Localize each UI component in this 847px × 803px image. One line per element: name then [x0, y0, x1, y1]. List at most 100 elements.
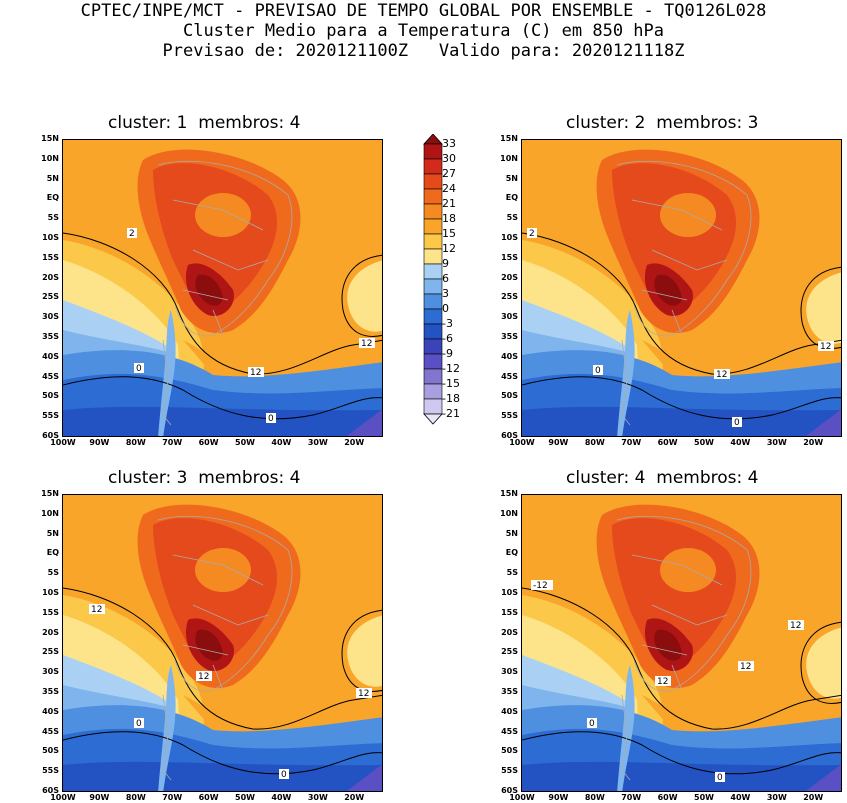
- lon-tick-label: 70W: [621, 793, 642, 802]
- contour-label: 0: [134, 718, 144, 729]
- subtitle: Cluster Medio para a Temperatura (C) em …: [182, 21, 665, 41]
- temperature-map: 2 12 12 0 0: [522, 140, 841, 436]
- colorbar-label: -15: [442, 377, 460, 390]
- colorbar-label: -21: [442, 407, 460, 420]
- svg-text:0: 0: [717, 773, 723, 783]
- lon-tick-label: 100W: [50, 438, 76, 447]
- lon-tick-label: 60W: [198, 438, 219, 447]
- lon-tick-label: 90W: [89, 438, 110, 447]
- colorbar-arrow-bottom: [423, 413, 443, 425]
- lat-tick-label: 15S: [42, 607, 59, 617]
- lon-tick-label: 20W: [803, 793, 824, 802]
- lat-tick-label: 5S: [506, 213, 518, 223]
- contour-label: -12: [531, 580, 553, 591]
- colorbar-segment: [423, 383, 443, 400]
- lat-tick-label: 50S: [501, 391, 518, 401]
- contour-label: 12: [818, 341, 834, 352]
- panel-title: cluster: 3 membros: 4: [108, 468, 301, 488]
- lat-tick-label: 5N: [505, 528, 518, 538]
- svg-text:0: 0: [589, 719, 595, 729]
- svg-text:0: 0: [268, 414, 274, 424]
- lat-tick-label: 5S: [47, 568, 59, 578]
- colorbar-segment: [423, 398, 443, 415]
- svg-text:-12: -12: [533, 581, 548, 591]
- colorbar-segment: [423, 338, 443, 355]
- contour-label: 0: [715, 772, 725, 783]
- lat-tick-label: 10S: [42, 233, 59, 242]
- contour-label: 12: [89, 604, 105, 615]
- colorbar-label: 30: [442, 152, 456, 165]
- temperature-map: -12 12 12 12 0 0: [522, 495, 841, 791]
- lat-tick-label: 55S: [42, 411, 59, 421]
- colorbar-segment: [423, 233, 443, 250]
- lat-tick-label: 30S: [501, 312, 518, 322]
- lon-tick-label: 60W: [657, 793, 678, 802]
- svg-text:12: 12: [820, 342, 831, 352]
- colorbar-label: 0: [442, 302, 449, 315]
- contour-label: 12: [655, 676, 671, 687]
- lon-tick-label: 40W: [271, 438, 292, 447]
- colorbar-label: 27: [442, 167, 456, 180]
- lat-tick-label: 15N: [41, 489, 59, 498]
- lat-tick-label: 10S: [501, 588, 518, 597]
- colorbar-segment: [423, 323, 443, 340]
- svg-text:12: 12: [91, 605, 102, 615]
- colorbar-label: 15: [442, 227, 456, 240]
- temperature-map: 12 12 12 0 0: [63, 495, 382, 791]
- lat-tick-label: 10N: [500, 508, 518, 518]
- lat-tick-label: 20S: [42, 272, 59, 282]
- colorbar-segment: [423, 353, 443, 370]
- lat-tick-label: 5N: [46, 528, 59, 538]
- colorbar-segment: [423, 188, 443, 205]
- colorbar-arrow-top: [423, 133, 443, 145]
- lon-tick-label: 20W: [344, 793, 365, 802]
- lon-tick-label: 70W: [621, 438, 642, 447]
- contour-label: 0: [266, 413, 276, 424]
- colorbar-label: -18: [442, 392, 460, 405]
- map-panel: -12 12 12 12 0 0: [521, 494, 842, 792]
- lat-tick-label: 10S: [501, 233, 518, 242]
- lat-tick-label: EQ: [46, 548, 59, 558]
- lat-tick-label: 5S: [47, 213, 59, 223]
- lon-tick-label: 80W: [125, 793, 146, 802]
- colorbar-segment: [423, 278, 443, 295]
- lon-tick-label: 50W: [235, 793, 255, 802]
- lat-tick-label: 10N: [41, 153, 59, 163]
- svg-text:2: 2: [129, 229, 135, 239]
- colorbar-label: 21: [442, 197, 456, 210]
- lat-tick-label: 60S: [42, 786, 59, 795]
- colorbar-label: -6: [442, 332, 453, 345]
- lon-tick-label: 50W: [694, 793, 714, 802]
- lat-tick-label: 5S: [506, 568, 518, 578]
- svg-text:12: 12: [250, 368, 261, 378]
- lon-tick-label: 60W: [657, 438, 678, 447]
- svg-text:0: 0: [136, 364, 142, 374]
- lon-tick-label: 30W: [307, 793, 328, 802]
- svg-text:12: 12: [657, 677, 668, 687]
- lat-tick-label: 15S: [501, 252, 518, 262]
- lat-tick-label: 45S: [501, 371, 518, 381]
- colorbar-label: 18: [442, 212, 456, 225]
- map-panel: 2 12 12 0 0: [62, 139, 383, 437]
- svg-text:0: 0: [734, 418, 740, 428]
- lon-tick-label: 30W: [766, 793, 787, 802]
- lat-tick-label: 30S: [501, 667, 518, 677]
- lon-tick-label: 80W: [125, 438, 146, 447]
- lat-tick-label: 35S: [42, 687, 59, 696]
- lat-tick-label: 25S: [42, 647, 59, 657]
- panel-title: cluster: 1 membros: 4: [108, 113, 301, 133]
- svg-text:0: 0: [136, 719, 142, 729]
- svg-text:12: 12: [358, 689, 369, 699]
- colorbar-label: 6: [442, 272, 449, 285]
- lat-tick-label: 20S: [501, 272, 518, 282]
- lat-tick-label: 60S: [501, 786, 518, 795]
- colorbar-segment: [423, 158, 443, 175]
- lat-tick-label: EQ: [505, 193, 518, 203]
- lon-tick-label: 40W: [271, 793, 292, 802]
- lon-tick-label: 60W: [198, 793, 219, 802]
- colorbar-label: -12: [442, 362, 460, 375]
- colorbar-label: 9: [442, 257, 449, 270]
- contour-label: 12: [714, 369, 730, 380]
- colorbar-label: 33: [442, 137, 456, 150]
- lat-tick-label: 15N: [41, 134, 59, 143]
